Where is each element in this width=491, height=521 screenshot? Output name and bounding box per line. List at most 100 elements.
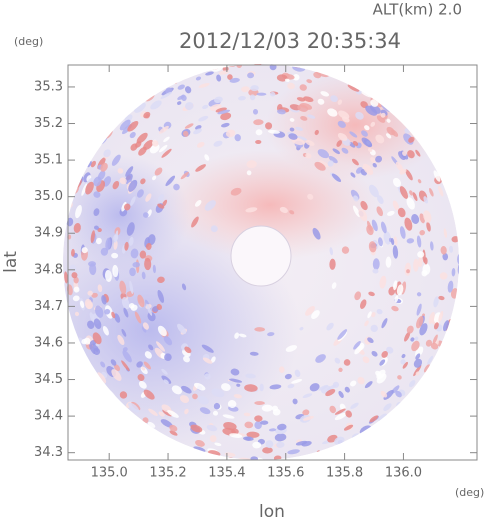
radar-pixel [423,210,432,223]
x-tick-label: 135.4 [208,466,245,481]
radar-pixel [457,263,459,276]
radar-pixel [161,368,168,375]
radar-pixel [143,361,151,370]
radar-pixel [438,310,444,323]
radar-pixel [150,100,162,110]
radar-pixel [392,200,400,211]
radar-pixel [399,226,406,239]
radar-pixel [231,428,239,435]
y-tick-label: 35.2 [34,116,63,131]
radar-pixel [367,337,374,344]
radar-pixel [386,133,392,139]
radar-pixel [395,390,402,398]
radar-pixel [92,332,102,345]
radar-pixel [413,364,422,377]
radar-pixel [367,311,372,319]
radar-pixel [110,359,117,366]
radar-pixel [265,122,273,130]
radar-pixel [387,210,395,216]
radar-pixel [433,170,441,182]
radar-pixel [213,140,223,147]
radar-pixel [227,74,233,80]
radar-pixel [252,108,259,115]
radar-pixel [129,267,136,277]
radar-pixel [205,71,214,76]
radar-pixel [338,110,350,120]
radar-pixel [214,442,222,447]
radar-pixel [165,175,176,187]
radar-pixel [343,359,351,366]
radar-pixel [457,253,459,265]
radar-pixel [289,210,295,215]
radar-pixel [245,373,256,379]
radar-pixel [419,323,428,336]
radar-pixel [457,282,459,296]
radar-pixel [284,373,292,380]
radar-pixel [284,78,290,82]
radar-pixel [337,132,348,141]
radar-pixel [451,267,456,277]
radar-pixel [390,238,395,246]
radar-pixel [229,77,240,83]
radar-pixel [136,132,148,144]
radar-pixel [350,172,356,178]
radar-pixel [393,236,398,246]
radar-pixel [192,393,198,400]
radar-pixel [376,115,386,123]
radar-pixel [233,394,242,399]
radar-pixel [73,223,81,233]
radar-pixel [255,139,262,145]
radar-pixel [379,275,387,289]
radar-pixel [152,264,156,274]
radar-pixel [381,350,388,358]
radar-pixel [403,399,409,405]
radar-pixel [167,410,179,418]
radar-pixel [395,161,404,172]
radar-pixel [112,264,119,278]
radar-pixel [238,457,252,460]
radar-pixel [169,430,178,436]
radar-pixel [111,369,122,381]
radar-pixel [119,280,127,295]
radar-pixel [438,295,445,301]
radar-pixel [193,446,206,453]
radar-pixel [90,139,98,147]
radar-pixel [246,170,252,176]
radar-pixel [317,98,325,105]
radar-pixel [377,195,384,204]
radar-pixel [253,119,264,126]
radar-pixel [423,196,429,204]
radar-pixel [280,57,291,62]
radar-pixel [104,269,112,282]
radar-pixel [409,380,416,388]
radar-pixel [148,344,154,351]
radar-pixel [315,354,326,363]
radar-pixel [217,109,231,115]
radar-pixel [245,207,258,213]
radar-pixel [260,420,269,425]
radar-pixel [223,421,237,431]
radar-pixel [220,112,232,121]
radar-pixel [129,131,136,139]
radar-pixel [108,123,114,129]
radar-pixel [383,231,392,245]
y-unit: (deg) [14,35,43,48]
radar-pixel [277,423,287,431]
radar-pixel [305,140,315,146]
radar-pixel [124,241,129,251]
radar-pixel [93,208,100,216]
radar-pixel [198,82,210,88]
radar-pixel [433,322,439,330]
radar-pixel [148,408,158,417]
radar-pixel [300,116,308,121]
radar-pixel [97,284,103,293]
radar-pixel [416,235,422,248]
radar-pixel [403,331,411,342]
radar-pixel [123,307,129,318]
radar-image [63,57,459,460]
radar-pixel [417,251,425,258]
radar-pixel [351,158,359,166]
radar-pixel [254,421,262,430]
radar-pixel [90,230,96,244]
plot-frame [67,64,478,461]
